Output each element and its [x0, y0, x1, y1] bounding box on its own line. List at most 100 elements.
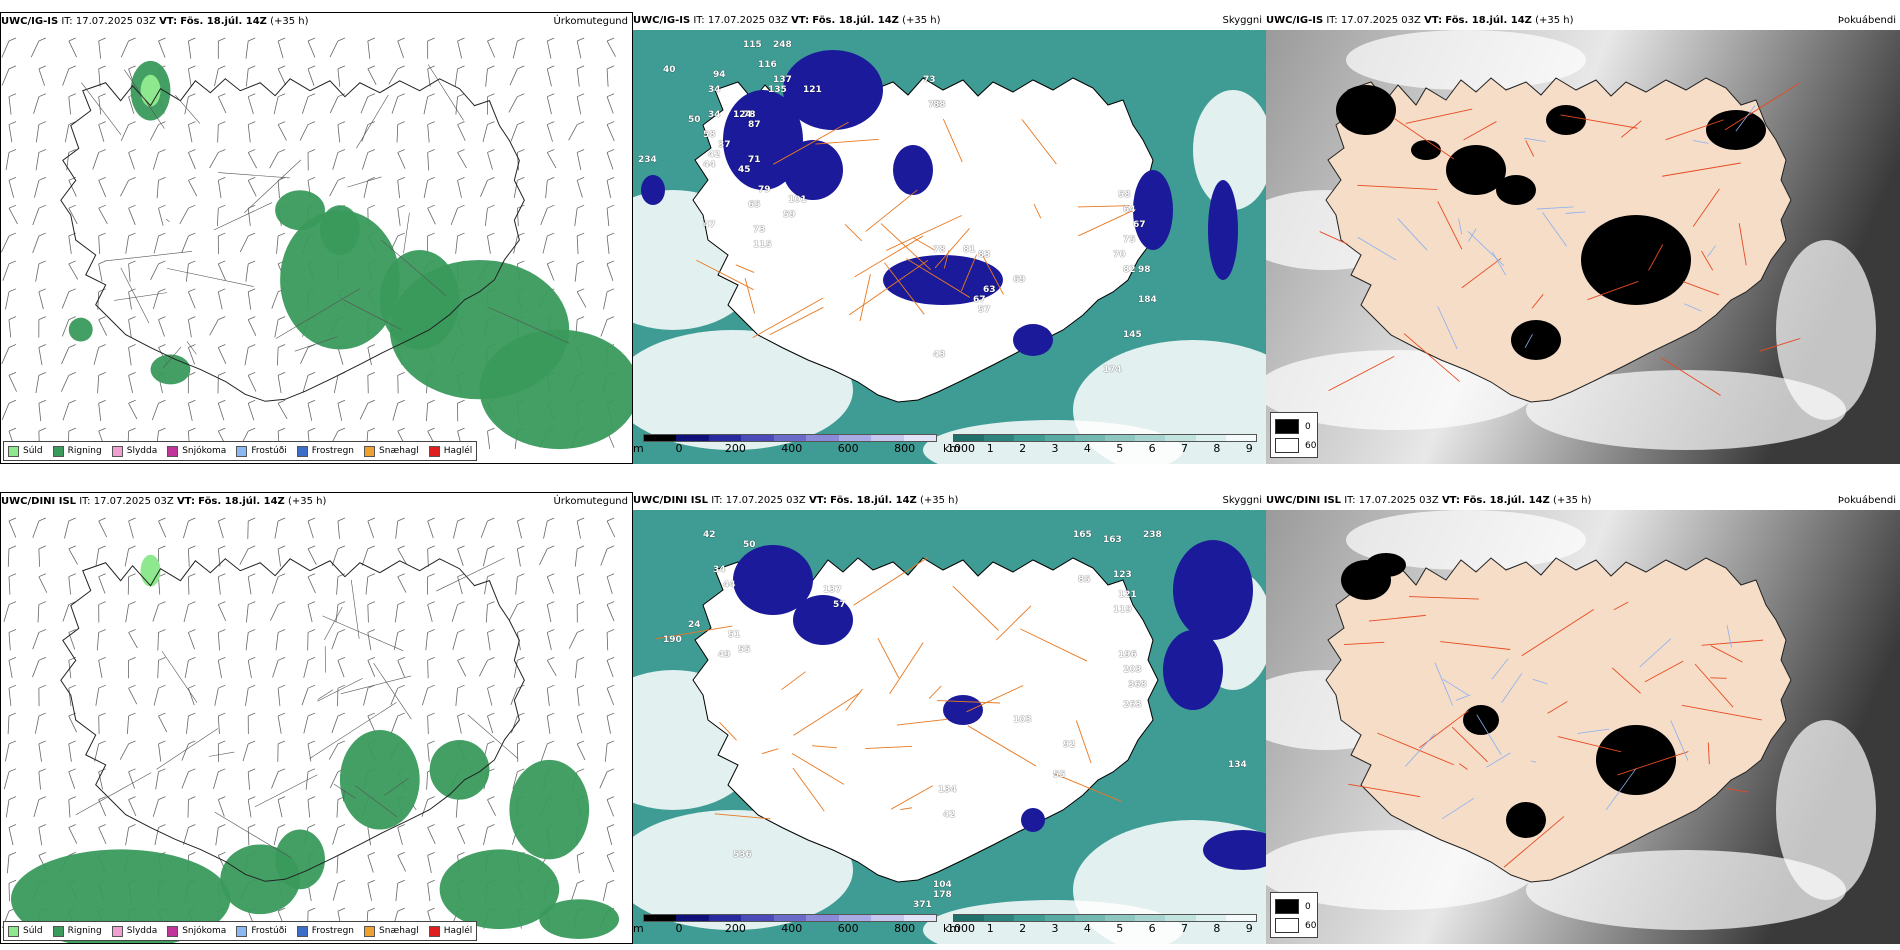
- wind-barb-flag: [577, 260, 585, 265]
- wind-barb: [335, 604, 339, 623]
- precip-map: [1, 511, 632, 943]
- panel-title: Þokuábendi: [1837, 495, 1896, 506]
- fog-dark-area: [1411, 140, 1441, 160]
- road: [1021, 119, 1057, 165]
- wind-barb-flag: [188, 824, 196, 828]
- panel-header: UWC/IG-IS IT: 17.07.2025 03Z VT: Fös. 18…: [633, 12, 1266, 30]
- wind-barb-flag: [98, 601, 106, 605]
- cloud-base-label: 94: [713, 70, 726, 80]
- wind-barb: [158, 208, 164, 226]
- wind-barb-flag: [277, 517, 286, 522]
- river: [1692, 140, 1709, 144]
- wind-barb: [128, 263, 131, 282]
- road: [1726, 788, 1749, 793]
- wind-barb: [277, 68, 287, 86]
- iceland-land: [1325, 77, 1792, 403]
- wind-barb: [276, 236, 279, 254]
- wind-barb-flag: [397, 121, 405, 125]
- wind-barb: [98, 576, 106, 594]
- wind-barb: [478, 660, 488, 677]
- wind-barb: [8, 632, 11, 651]
- wind-barb-flag: [128, 656, 136, 661]
- wind-barb: [337, 660, 345, 678]
- wind-barb: [457, 152, 467, 169]
- height_bar-gradient: [643, 914, 937, 922]
- height_bar-unit: m: [633, 442, 644, 455]
- wind-barb-flag: [487, 712, 495, 717]
- road: [309, 702, 397, 759]
- wind-barb-flag: [68, 316, 76, 321]
- wind-barb: [246, 604, 249, 623]
- wind-barb: [188, 124, 193, 143]
- wind-barb-flag: [427, 573, 435, 578]
- legend-label: Snjókoma: [182, 446, 227, 456]
- wind-barb: [34, 180, 40, 198]
- wind-barb: [188, 319, 192, 338]
- wind-barb: [337, 68, 341, 87]
- wind-barb: [546, 40, 552, 59]
- road: [114, 292, 168, 301]
- wind-barb: [38, 291, 44, 310]
- wind-barb-flag: [427, 517, 435, 522]
- wind-barb-flag: [188, 176, 196, 181]
- lead-time: (+35 h): [920, 495, 959, 506]
- wind-barb: [427, 208, 436, 225]
- river: [1397, 218, 1428, 251]
- wind-barb: [576, 715, 583, 734]
- wind-barb: [487, 715, 494, 734]
- road: [906, 258, 971, 298]
- wind-barb-flag: [218, 260, 226, 265]
- wind-barb: [397, 855, 407, 872]
- river: [1442, 678, 1469, 696]
- cloud-base-label: 85: [1078, 575, 1091, 585]
- wind-barb-flag: [427, 629, 435, 633]
- wind-barb: [98, 799, 107, 817]
- road: [294, 336, 338, 352]
- wind-barb: [333, 375, 339, 394]
- valid-time: Fös. 18.júl. 14Z: [1445, 15, 1532, 26]
- wind-barb-flag: [218, 288, 226, 293]
- wind-barb: [62, 604, 70, 622]
- wind-barb: [574, 548, 578, 567]
- wind-barb: [247, 799, 252, 818]
- legend-swatch: [8, 445, 19, 457]
- roads: [655, 556, 1122, 820]
- vis_bar-tick: 9: [1245, 442, 1253, 455]
- wind-barb: [543, 520, 548, 539]
- road: [1665, 119, 1724, 141]
- wind-barb-flag: [307, 573, 316, 578]
- wind-barb: [98, 660, 103, 678]
- wind-barb-flag: [337, 545, 346, 550]
- cloud-base-label: 163: [1103, 535, 1122, 545]
- height_bar-tick: 200: [724, 442, 746, 455]
- wind-barb: [128, 520, 134, 539]
- wind-barb: [513, 660, 518, 679]
- wind-barb: [68, 799, 71, 818]
- wind-barb-flag: [307, 824, 316, 828]
- wind-barb: [120, 124, 129, 142]
- wind-barb: [271, 576, 279, 594]
- wind-barb-flag: [427, 545, 435, 550]
- wind-barb-flag: [8, 149, 17, 153]
- wind-barb: [8, 660, 13, 679]
- model-name: UWC/DINI ISL: [1266, 495, 1342, 506]
- river: [1565, 211, 1586, 214]
- wind-barb: [217, 520, 224, 539]
- wind-barb-flag: [427, 907, 435, 912]
- wind-barb: [367, 347, 372, 366]
- wind-barb-flag: [38, 684, 47, 689]
- wind-barb-flag: [98, 260, 106, 265]
- wind-barb-flag: [547, 656, 555, 661]
- river: [1437, 306, 1458, 350]
- wind-barb: [217, 632, 220, 651]
- wind-barb: [516, 520, 522, 539]
- wind-barb-flag: [577, 93, 585, 98]
- wind-barb: [576, 236, 579, 254]
- wind-barb-flag: [367, 149, 375, 153]
- cloud-base-label: 75: [1123, 235, 1136, 245]
- wind-barb-flag: [397, 712, 405, 717]
- wind-barb: [188, 152, 196, 170]
- river: [1532, 678, 1548, 685]
- issue-time: IT: 17.07.2025 03Z: [79, 496, 174, 507]
- wind-barb-flag: [158, 427, 166, 432]
